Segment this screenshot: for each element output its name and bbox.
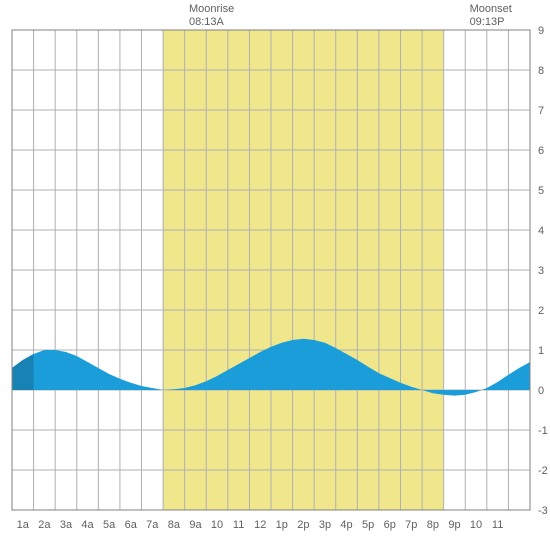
x-tick-label: 6a: [125, 519, 138, 531]
x-tick-label: 8p: [427, 519, 439, 531]
x-tick-label: 1a: [17, 519, 30, 531]
tide-chart: -3-2-101234567891a2a3a4a5a6a7a8a9a101112…: [0, 0, 550, 550]
y-tick-label: 9: [538, 25, 544, 37]
x-tick-label: 3a: [60, 519, 73, 531]
x-tick-label: 4a: [81, 519, 94, 531]
x-tick-label: 12: [254, 519, 266, 531]
x-tick-label: 11: [233, 519, 244, 531]
y-tick-label: -2: [538, 465, 548, 477]
moonrise-label: Moonrise: [189, 3, 234, 15]
moonset-time: 09:13P: [470, 16, 505, 28]
y-tick-label: -1: [538, 425, 548, 437]
x-tick-label: 7a: [146, 519, 159, 531]
x-tick-label: 4p: [340, 519, 352, 531]
x-tick-label: 2a: [38, 519, 51, 531]
x-tick-label: 10: [470, 519, 482, 531]
y-tick-label: -3: [538, 505, 548, 517]
y-tick-label: 0: [538, 385, 544, 397]
x-tick-label: 8a: [168, 519, 181, 531]
y-tick-label: 5: [538, 185, 544, 197]
x-tick-label: 3p: [319, 519, 331, 531]
x-tick-label: 6p: [384, 519, 396, 531]
x-tick-label: 5p: [362, 519, 374, 531]
x-tick-label: 9a: [189, 519, 202, 531]
x-tick-label: 5a: [103, 519, 116, 531]
y-tick-label: 1: [538, 345, 544, 357]
x-tick-label: 10: [211, 519, 223, 531]
x-tick-label: 9p: [448, 519, 460, 531]
y-tick-label: 8: [538, 65, 544, 77]
chart-svg: -3-2-101234567891a2a3a4a5a6a7a8a9a101112…: [0, 0, 550, 550]
moonrise-time: 08:13A: [189, 16, 225, 28]
y-tick-label: 3: [538, 265, 544, 277]
y-tick-label: 2: [538, 305, 544, 317]
y-tick-label: 4: [538, 225, 544, 237]
x-tick-label: 1p: [276, 519, 288, 531]
y-tick-label: 6: [538, 145, 544, 157]
x-tick-label: 2p: [297, 519, 309, 531]
x-tick-label: 7p: [405, 519, 417, 531]
moonset-label: Moonset: [470, 3, 512, 15]
x-tick-label: 11: [492, 519, 503, 531]
y-tick-label: 7: [538, 105, 544, 117]
